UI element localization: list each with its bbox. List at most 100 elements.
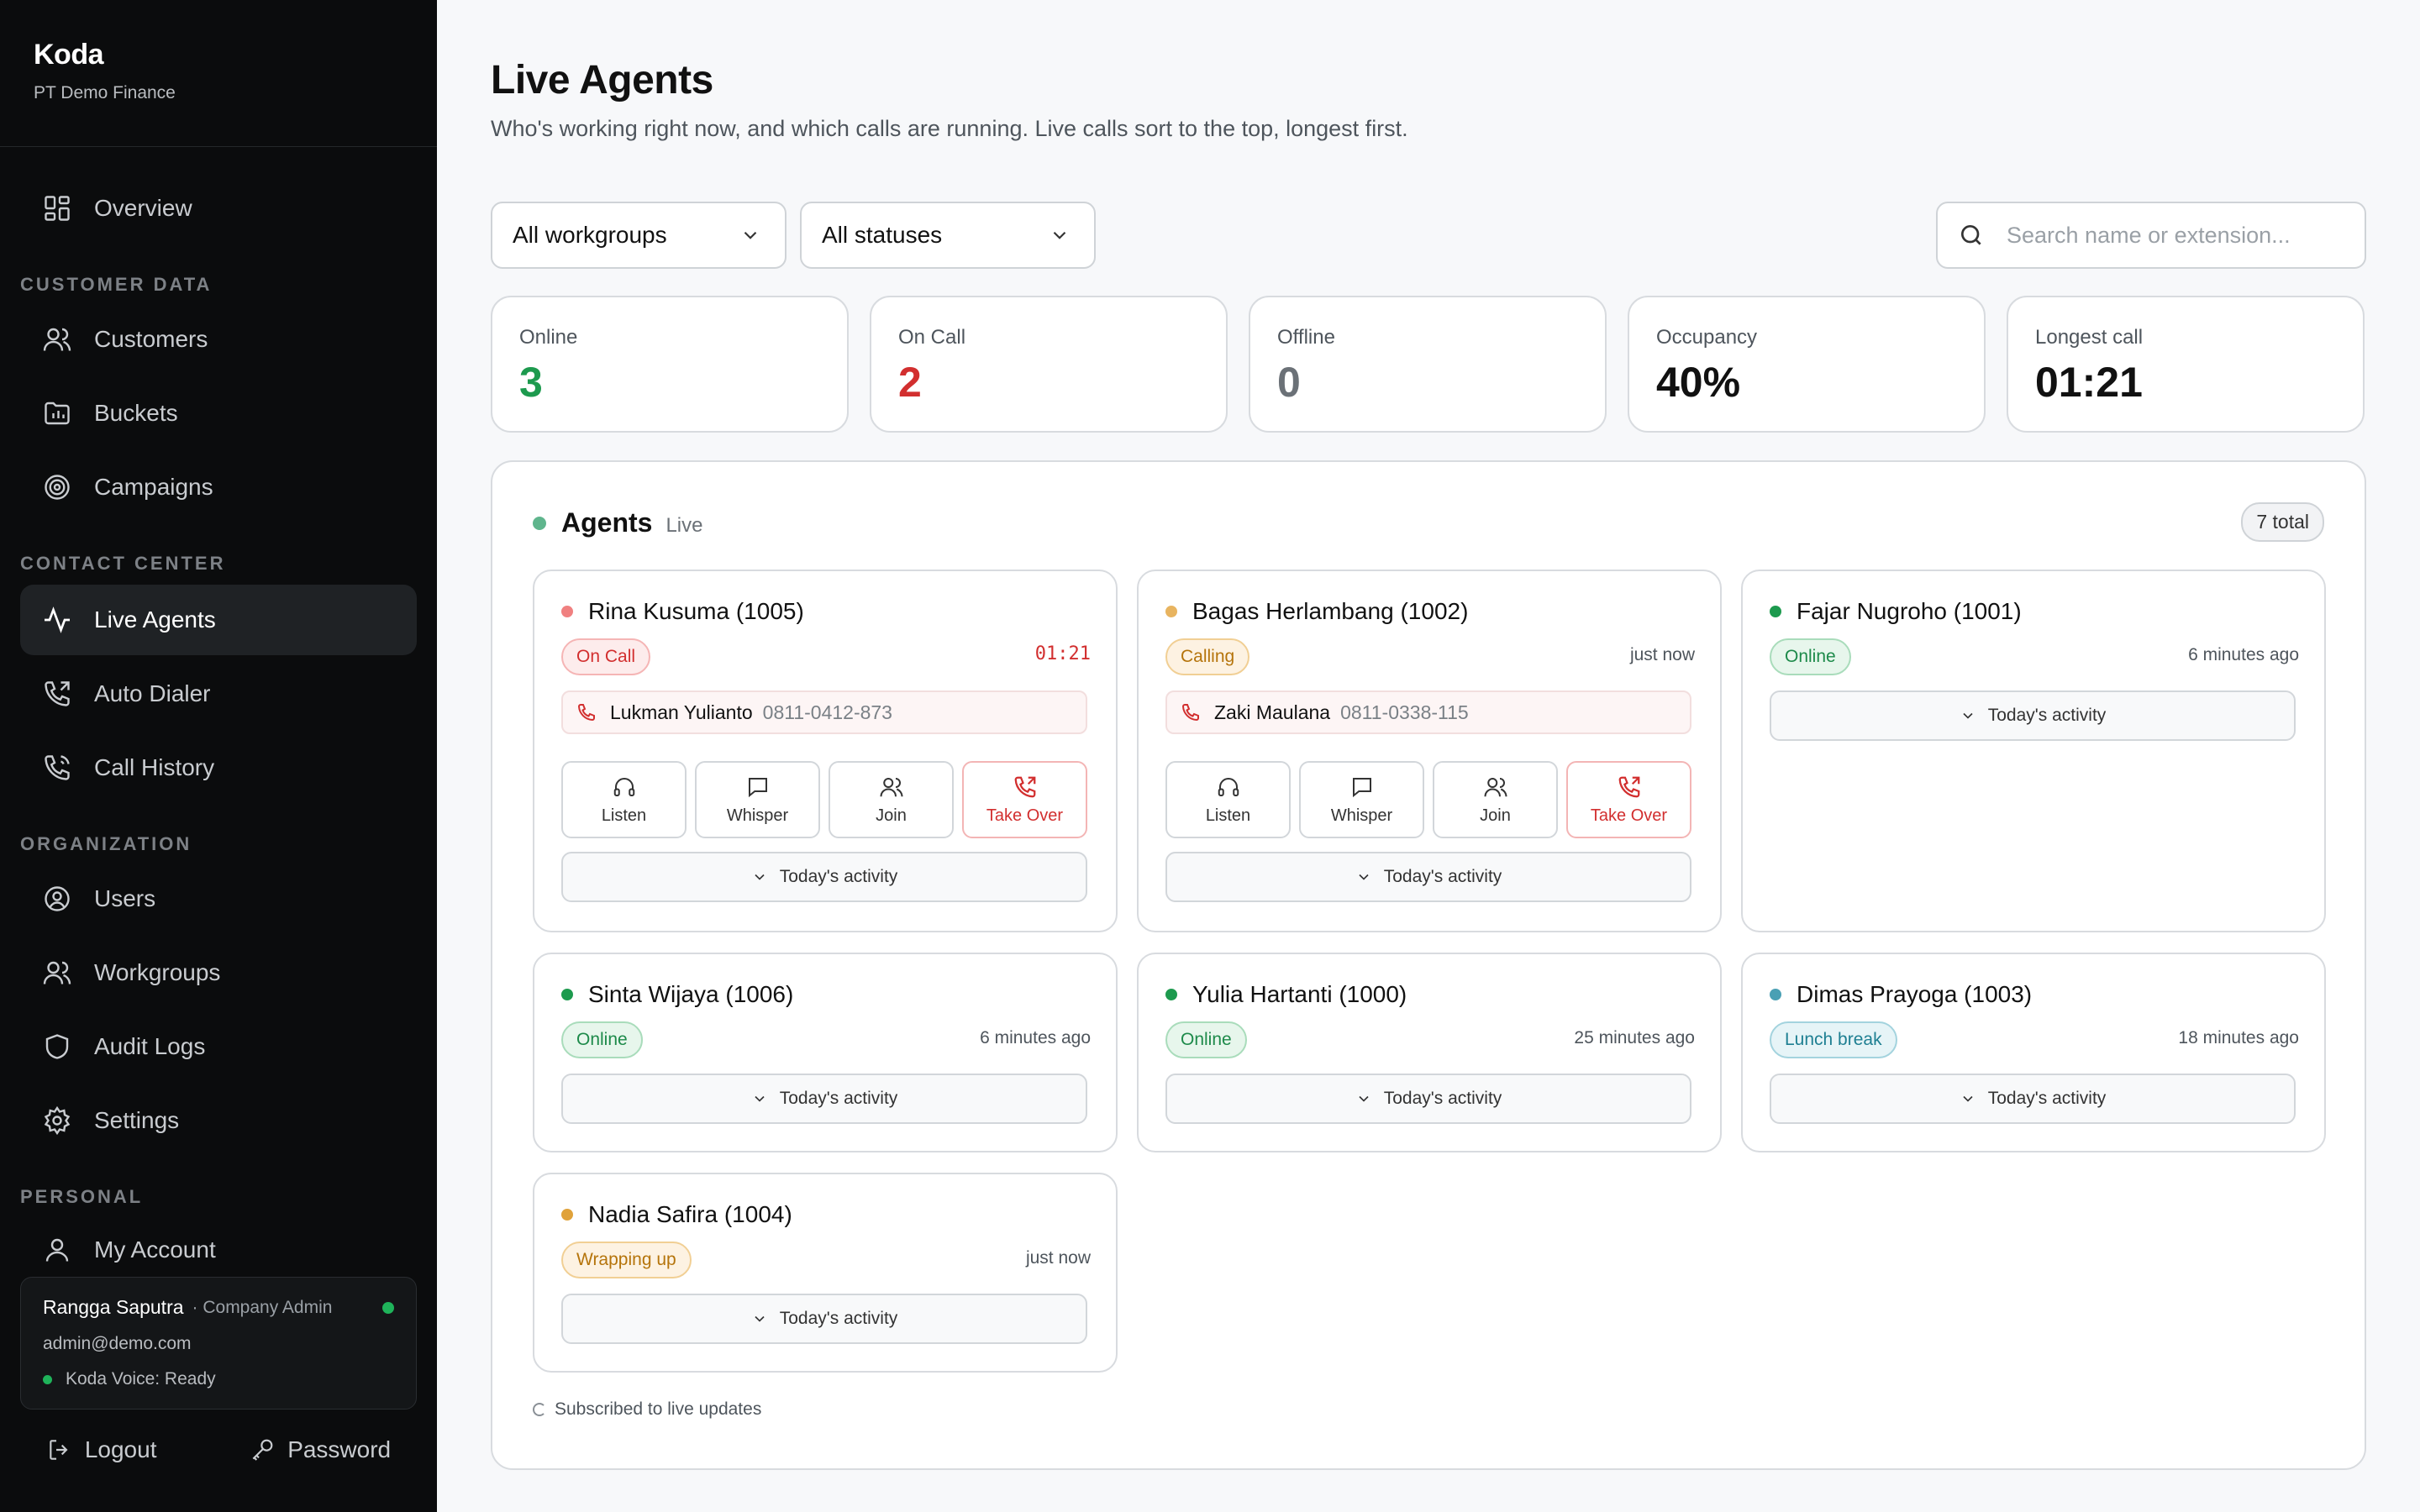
todays-activity-label: Today's activity: [779, 1309, 898, 1328]
whisper-label: Whisper: [726, 806, 789, 825]
sidebar-item-settings[interactable]: Settings: [20, 1085, 417, 1156]
listen-button[interactable]: Listen: [1165, 761, 1291, 838]
password-label: Password: [287, 1436, 392, 1462]
agent-name-row: Rina Kusuma (1005): [561, 598, 804, 625]
status-dot: [561, 1209, 573, 1221]
users-icon: [43, 961, 71, 984]
live-indicator-dot: [533, 516, 546, 530]
call-actions: Listen Whisper Join Take Over: [1165, 761, 1691, 838]
agents-panel-header: Agents Live: [533, 507, 702, 538]
status-time: 25 minutes ago: [1574, 1028, 1695, 1047]
agent-name-row: Nadia Safira (1004): [561, 1201, 792, 1228]
todays-activity-label: Today's activity: [779, 1089, 898, 1108]
sidebar-item-live-agents[interactable]: Live Agents: [20, 585, 417, 655]
user-circle-icon: [45, 886, 70, 911]
sidebar-item-call-history[interactable]: Call History: [20, 732, 417, 803]
activity-icon: [45, 606, 70, 633]
panel-title: Agents: [561, 507, 653, 538]
sidebar-item-overview[interactable]: Overview: [20, 173, 417, 244]
status-dot: [1770, 989, 1781, 1000]
sidebar-item-campaigns[interactable]: Campaigns: [20, 452, 417, 522]
workgroup-select[interactable]: All workgroups: [491, 202, 786, 269]
password-button[interactable]: Password: [249, 1436, 391, 1463]
live-updates-status: Subscribed to live updates: [533, 1399, 761, 1420]
sidebar-item-auto-dialer[interactable]: Auto Dialer: [20, 659, 417, 729]
logout-label: Logout: [84, 1436, 157, 1462]
chevron-down-icon: [1963, 1095, 1973, 1102]
agent-name: Bagas Herlambang (1002): [1192, 598, 1469, 624]
callee-name: Lukman Yulianto: [610, 701, 753, 723]
sidebar-item-customers[interactable]: Customers: [20, 304, 417, 375]
todays-activity-button[interactable]: Today's activity: [1770, 1074, 2296, 1124]
todays-activity-button[interactable]: Today's activity: [561, 1294, 1087, 1344]
listen-button[interactable]: Listen: [561, 761, 687, 838]
phone-icon: [577, 704, 595, 722]
todays-activity-button[interactable]: Today's activity: [1770, 690, 2296, 741]
status-time: just now: [1025, 1248, 1091, 1268]
call-actions: Listen Whisper Join Take Over: [561, 761, 1087, 838]
sidebar-item-my-account[interactable]: My Account: [20, 1215, 417, 1265]
stat-value: 2: [898, 359, 922, 406]
agent-name: Yulia Hartanti (1000): [1192, 981, 1407, 1007]
stat-label: Offline: [1277, 326, 1335, 349]
sidebar-item-users[interactable]: Users: [20, 864, 417, 934]
whisper-button[interactable]: Whisper: [695, 761, 820, 838]
message-icon: [748, 777, 767, 797]
section-organization: ORGANIZATION: [20, 833, 192, 854]
gear-icon: [44, 1105, 71, 1136]
take-over-button[interactable]: Take Over: [962, 761, 1087, 838]
status-badge: Online: [561, 1021, 643, 1058]
logout-button[interactable]: Logout: [46, 1436, 157, 1463]
stat-label: Longest call: [2035, 326, 2144, 349]
total-badge: 7 total: [2241, 502, 2324, 542]
shield-icon: [45, 1034, 69, 1059]
sidebar-item-label: Workgroups: [94, 959, 221, 985]
main-content: Live Agents Who's working right now, and…: [437, 0, 2420, 1512]
chevron-down-icon: [1053, 231, 1066, 239]
search-box[interactable]: [1936, 202, 2366, 269]
join-button[interactable]: Join: [1433, 761, 1558, 838]
take-over-button[interactable]: Take Over: [1566, 761, 1691, 838]
headphones-icon: [1218, 777, 1239, 796]
join-button[interactable]: Join: [829, 761, 954, 838]
status-time: 6 minutes ago: [980, 1028, 1091, 1047]
stat-label: Online: [519, 326, 578, 349]
search-input[interactable]: [2007, 222, 2360, 249]
todays-activity-button[interactable]: Today's activity: [1165, 1074, 1691, 1124]
stat-value: 3: [519, 359, 543, 406]
agent-card: Nadia Safira (1004) Wrapping up just now…: [533, 1173, 1118, 1373]
sidebar-item-label: Buckets: [94, 400, 178, 426]
sidebar-item-buckets[interactable]: Buckets: [20, 378, 417, 449]
chevron-down-icon: [744, 231, 757, 239]
agent-card: Rina Kusuma (1005) On Call 01:21 Lukman …: [533, 570, 1118, 932]
user-name: Rangga Saputra: [43, 1296, 184, 1318]
agent-name: Sinta Wijaya (1006): [588, 981, 794, 1007]
section-customer-data: CUSTOMER DATA: [20, 274, 213, 295]
sidebar-item-workgroups[interactable]: Workgroups: [20, 937, 417, 1008]
todays-activity-button[interactable]: Today's activity: [561, 852, 1087, 902]
todays-activity-button[interactable]: Today's activity: [1165, 852, 1691, 902]
grid-icon: [45, 196, 70, 221]
stat-value: 01:21: [2035, 359, 2143, 406]
sidebar-item-audit-logs[interactable]: Audit Logs: [20, 1011, 417, 1082]
chevron-down-icon: [755, 874, 765, 880]
sidebar-divider: [0, 146, 437, 147]
status-dot: [1770, 606, 1781, 617]
todays-activity-button[interactable]: Today's activity: [561, 1074, 1087, 1124]
status-select-value: All statuses: [822, 222, 943, 248]
take-over-label: Take Over: [986, 806, 1064, 825]
page-title: Live Agents: [491, 58, 713, 102]
status-dot: [561, 989, 573, 1000]
online-status-dot: [382, 1301, 394, 1314]
current-user-card: Rangga Saputra · Company Admin admin@dem…: [20, 1277, 417, 1410]
whisper-button[interactable]: Whisper: [1299, 761, 1424, 838]
live-updates-label: Subscribed to live updates: [555, 1399, 762, 1419]
status-select[interactable]: All statuses: [800, 202, 1096, 269]
phone-forward-icon: [1014, 776, 1035, 797]
key-icon: [252, 1439, 273, 1461]
agent-name-row: Dimas Prayoga (1003): [1770, 981, 2032, 1008]
join-label: Join: [876, 806, 907, 825]
stat-online: Online 3: [491, 296, 849, 433]
todays-activity-label: Today's activity: [1987, 706, 2107, 725]
status-badge: Wrapping up: [561, 1242, 692, 1278]
